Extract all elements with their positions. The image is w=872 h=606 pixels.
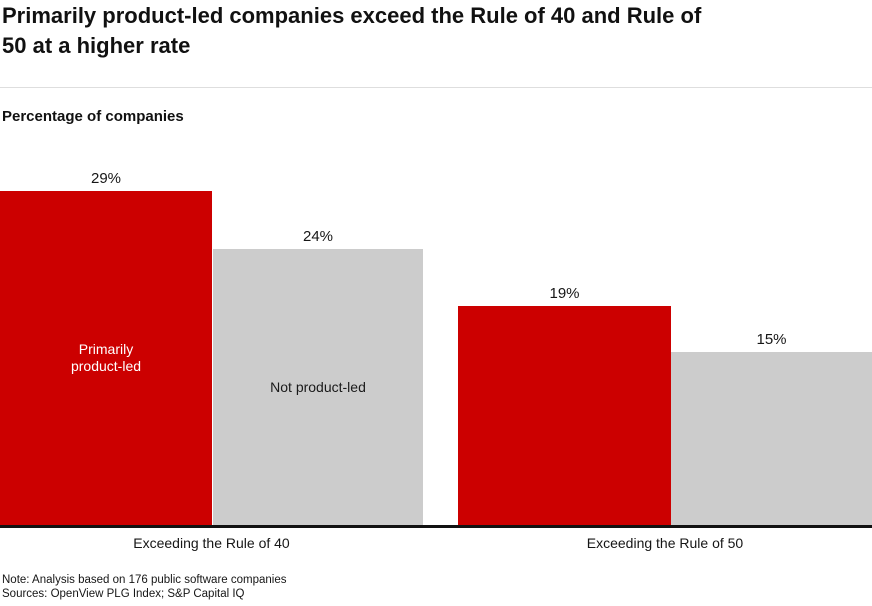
footnotes: Note: Analysis based on 176 public softw… — [2, 574, 286, 601]
bar-primarily-product-led-rule-50: 19% — [458, 285, 671, 525]
bar-not-product-led-rule-40: 24% Not product-led — [213, 228, 423, 525]
bar-value-label: 19% — [549, 285, 580, 302]
sources-line: Sources: OpenView PLG Index; S&P Capital… — [2, 587, 245, 600]
bar-value-label: 15% — [756, 331, 787, 348]
bar-value-label: 24% — [302, 228, 334, 245]
series-label-text: Primarily product-led — [70, 341, 142, 374]
series-label-text: Not product-led — [270, 378, 366, 395]
series-label-primarily-product-led: Primarily product-led — [0, 191, 212, 525]
category-label-rule-of-50: Exceeding the Rule of 50 — [586, 535, 744, 551]
series-label-not-product-led: Not product-led — [213, 249, 423, 525]
category-label-rule-of-40: Exceeding the Rule of 40 — [133, 535, 290, 551]
bar-value-label: 29% — [90, 170, 122, 187]
y-axis-label: Percentage of companies — [2, 108, 184, 125]
bar-primarily-product-led-rule-40: 29% Primarily product-led — [0, 170, 212, 525]
title-divider — [0, 87, 872, 88]
bar-not-product-led-rule-50: 15% — [671, 331, 872, 525]
x-axis-line — [0, 525, 872, 528]
chart-title-line-1: Primarily product-led companies exceed t… — [2, 3, 702, 28]
chart-title-line-2: 50 at a higher rate — [2, 33, 191, 58]
note-line: Note: Analysis based on 176 public softw… — [2, 574, 287, 586]
chart-title: Primarily product-led companies exceed t… — [2, 1, 870, 61]
